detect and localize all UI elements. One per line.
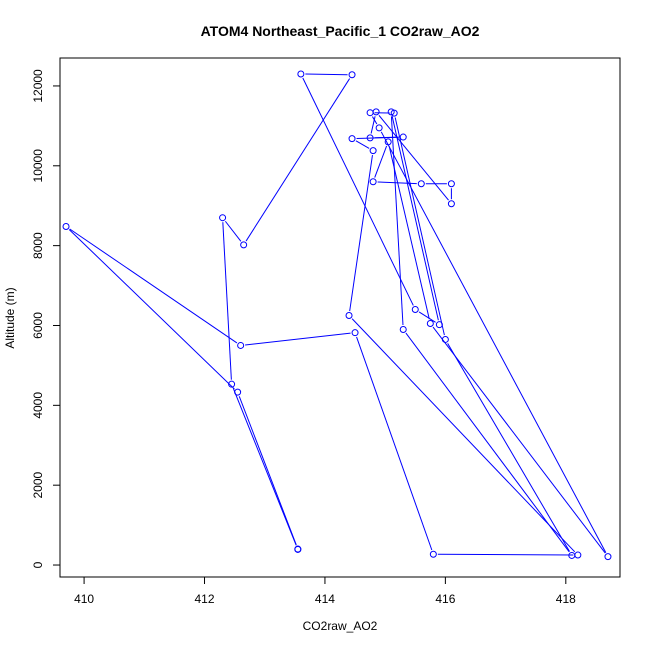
data-point xyxy=(237,341,245,349)
data-point xyxy=(219,214,227,222)
series-segment xyxy=(432,326,606,554)
data-point xyxy=(399,325,407,333)
co2-series-points xyxy=(62,70,612,561)
data-point xyxy=(234,388,242,396)
chart-title: ATOM4 Northeast_Pacific_1 CO2raw_AO2 xyxy=(201,23,480,39)
data-point xyxy=(387,108,395,116)
series-segment xyxy=(245,78,351,242)
data-point xyxy=(366,134,374,142)
data-point xyxy=(348,71,356,79)
data-point xyxy=(435,321,443,329)
series-segment xyxy=(356,336,433,551)
data-point xyxy=(399,133,407,141)
x-tick-label: 414 xyxy=(315,592,335,606)
series-segment xyxy=(222,222,232,380)
series-segment xyxy=(302,77,414,306)
series-segment xyxy=(394,117,445,336)
y-tick-label: 0 xyxy=(31,561,45,568)
data-point xyxy=(574,551,582,559)
y-tick-label: 12000 xyxy=(31,69,45,103)
data-point xyxy=(384,138,392,146)
y-tick-label: 10000 xyxy=(31,149,45,183)
series-segment xyxy=(390,116,404,326)
y-tick-label: 8000 xyxy=(31,232,45,259)
series-segment xyxy=(69,228,238,344)
series-segment xyxy=(370,116,376,134)
data-point xyxy=(351,329,359,337)
data-point xyxy=(417,180,425,188)
plot-frame xyxy=(59,57,621,578)
x-axis-label: CO2raw_AO2 xyxy=(303,619,378,633)
data-point xyxy=(240,241,248,249)
data-point xyxy=(390,109,398,117)
data-point xyxy=(447,180,455,188)
series-segment xyxy=(224,220,242,242)
data-point xyxy=(411,306,419,314)
data-point xyxy=(366,109,374,117)
series-segment xyxy=(356,136,399,140)
series-segment xyxy=(380,131,607,553)
data-point xyxy=(375,124,383,132)
y-tick-label: 6000 xyxy=(31,312,45,339)
y-axis-label: Altitude (m) xyxy=(3,287,17,348)
data-point xyxy=(297,70,305,78)
x-tick-label: 410 xyxy=(74,592,94,606)
x-axis: 410 412 414 416 418 xyxy=(74,577,576,606)
x-tick-label: 418 xyxy=(556,592,576,606)
data-point xyxy=(228,380,236,388)
data-point xyxy=(604,553,612,561)
series-segment xyxy=(238,396,297,546)
series-segment xyxy=(355,140,370,149)
data-point xyxy=(429,550,437,558)
co2-series-line xyxy=(68,73,607,556)
y-tick-label: 2000 xyxy=(31,472,45,499)
data-point xyxy=(369,178,377,186)
y-tick-label: 4000 xyxy=(31,392,45,419)
series-segment xyxy=(418,311,436,323)
data-point xyxy=(447,200,455,208)
data-point xyxy=(62,222,70,230)
series-segment xyxy=(391,116,439,321)
y-axis: 0 2000 4000 6000 8000 10000 12000 xyxy=(31,69,60,568)
series-segment xyxy=(351,318,576,553)
series-segment xyxy=(378,115,449,201)
series-segment xyxy=(374,145,388,178)
series-segment xyxy=(245,332,351,346)
x-tick-label: 412 xyxy=(195,592,215,606)
series-segment xyxy=(349,155,373,312)
series-segment xyxy=(377,181,417,185)
x-tick-label: 416 xyxy=(435,592,455,606)
data-point xyxy=(348,135,356,143)
data-point xyxy=(345,312,353,320)
series-segment xyxy=(405,332,570,553)
data-point xyxy=(369,147,377,155)
series-segment xyxy=(232,388,297,546)
data-point xyxy=(294,545,302,553)
series-segment xyxy=(305,73,348,76)
series-segment xyxy=(437,553,574,556)
series-segment xyxy=(447,343,570,552)
data-point xyxy=(372,108,380,116)
data-point xyxy=(441,335,449,343)
series-segment xyxy=(388,146,430,320)
data-point xyxy=(426,319,434,327)
series-segment xyxy=(68,229,235,390)
